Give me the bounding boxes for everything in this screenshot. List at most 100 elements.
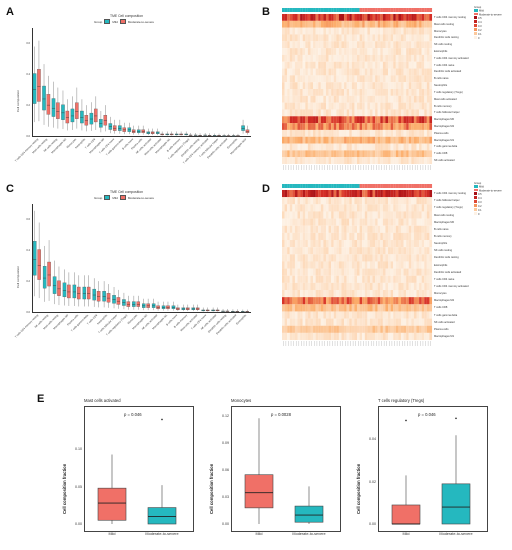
heatmap-cell xyxy=(419,318,422,326)
heatmap-cell xyxy=(313,311,316,319)
heatmap-cell xyxy=(413,102,417,110)
legend-mild-label: Mild xyxy=(112,195,118,200)
heatmap-cell xyxy=(351,204,355,212)
heatmap-cell xyxy=(305,275,308,283)
heatmap-cell xyxy=(421,68,425,76)
heatmap-cell xyxy=(385,41,389,49)
heatmap-cell xyxy=(323,290,327,298)
heatmap-cell xyxy=(297,275,301,283)
heatmap-cell xyxy=(369,54,373,62)
heatmap-cell xyxy=(398,211,402,219)
heatmap-cell xyxy=(369,197,373,205)
heatmap-cell xyxy=(287,190,290,198)
heatmap-cell xyxy=(346,20,350,28)
heatmap-cell xyxy=(287,54,290,62)
heatmap-cell xyxy=(287,48,290,55)
group-bar-cell xyxy=(300,8,303,12)
heatmap-cell xyxy=(333,14,337,21)
heatmap-cell xyxy=(411,247,414,255)
heatmap-cell xyxy=(344,218,347,226)
heatmap-cell xyxy=(390,204,394,212)
panel-e-container: Mast cells activated p = 0.046 Cell compos… xyxy=(60,398,500,548)
heatmap-cell xyxy=(388,232,391,241)
heatmap-cell xyxy=(364,48,368,55)
heatmap-cell xyxy=(421,54,425,62)
heatmap-cell xyxy=(421,332,425,341)
panel-e-svg xyxy=(97,418,177,525)
heatmap-cell xyxy=(364,129,368,137)
heatmap-cell xyxy=(346,232,350,241)
heatmap-cell xyxy=(424,297,427,305)
heatmap-cell xyxy=(284,190,288,198)
heatmap-cell xyxy=(331,109,334,117)
heatmap-cell xyxy=(419,102,422,110)
heatmap-cell xyxy=(372,332,376,341)
heatmap-cell xyxy=(318,48,321,55)
box-rect xyxy=(32,73,37,104)
heatmap-cell xyxy=(313,61,316,69)
heatmap-cell xyxy=(421,261,425,269)
heatmap-cell xyxy=(364,332,368,341)
heatmap-cell xyxy=(406,41,409,49)
heatmap-cell xyxy=(318,95,321,103)
heatmap-cell xyxy=(354,204,358,212)
heatmap-cell xyxy=(297,282,301,291)
ytick-label: 0.0 xyxy=(26,134,30,138)
heatmap-cell xyxy=(351,290,355,298)
heatmap-cell xyxy=(320,204,324,212)
heatmap-cell xyxy=(385,150,389,158)
heatmap-cell xyxy=(357,61,360,69)
heatmap-cell xyxy=(393,318,396,326)
heatmap-cell xyxy=(377,34,381,42)
heatmap-cell xyxy=(377,116,381,124)
heatmap-cell xyxy=(313,204,316,212)
heatmap-cell xyxy=(388,150,391,158)
scale-tick-label: 0.5 xyxy=(478,193,482,196)
heatmap-cell xyxy=(294,150,298,158)
heatmap-cell xyxy=(287,89,290,96)
box-rect xyxy=(57,280,61,296)
heatmap-cell xyxy=(351,240,355,248)
heatmap-cell xyxy=(320,89,324,96)
heatmap-cell xyxy=(367,123,370,130)
heatmap-cell xyxy=(325,109,329,117)
heatmap-cell xyxy=(344,157,347,165)
heatmap-cell xyxy=(282,325,285,333)
heatmap-cell xyxy=(305,27,308,35)
heatmap-cell xyxy=(388,116,391,124)
box-rect xyxy=(42,266,47,289)
heatmap-cell xyxy=(305,318,308,326)
heatmap-cell xyxy=(297,34,301,42)
heatmap-cell xyxy=(354,34,358,42)
heatmap-cell xyxy=(349,54,352,62)
heatmap-cell xyxy=(364,89,368,96)
heatmap-cell xyxy=(416,68,420,76)
heatmap-cell xyxy=(331,14,334,21)
heatmap-cell xyxy=(325,218,329,226)
heatmap-cell xyxy=(377,332,381,341)
heatmap-cell xyxy=(292,157,295,165)
heatmap-cell xyxy=(416,34,420,42)
heatmap-cell xyxy=(426,123,430,130)
heatmap-cell xyxy=(416,275,420,283)
heatmap-cell xyxy=(400,247,404,255)
heatmap-cell xyxy=(426,211,430,219)
heatmap-cell xyxy=(313,297,316,305)
heatmap-cell xyxy=(388,325,391,333)
heatmap-cell xyxy=(388,304,391,312)
heatmap-cell xyxy=(354,311,358,319)
panel-e-ytick: 0.04 xyxy=(369,437,376,442)
heatmap-cell xyxy=(375,95,378,103)
panel-e-ytick: 0.10 xyxy=(75,447,82,452)
heatmap-cell xyxy=(318,318,321,326)
heatmap-cell xyxy=(406,150,409,158)
heatmap-cell xyxy=(408,129,412,137)
heatmap-cell xyxy=(351,34,355,42)
heatmap-cell xyxy=(351,41,355,49)
heatmap-cell xyxy=(302,48,306,55)
heatmap-cell xyxy=(413,190,417,198)
heatmap-cell xyxy=(419,240,422,248)
scale-tick-label: 0.5 xyxy=(478,17,482,20)
heatmap-cell xyxy=(424,61,427,69)
heatmap-cell xyxy=(362,204,365,212)
